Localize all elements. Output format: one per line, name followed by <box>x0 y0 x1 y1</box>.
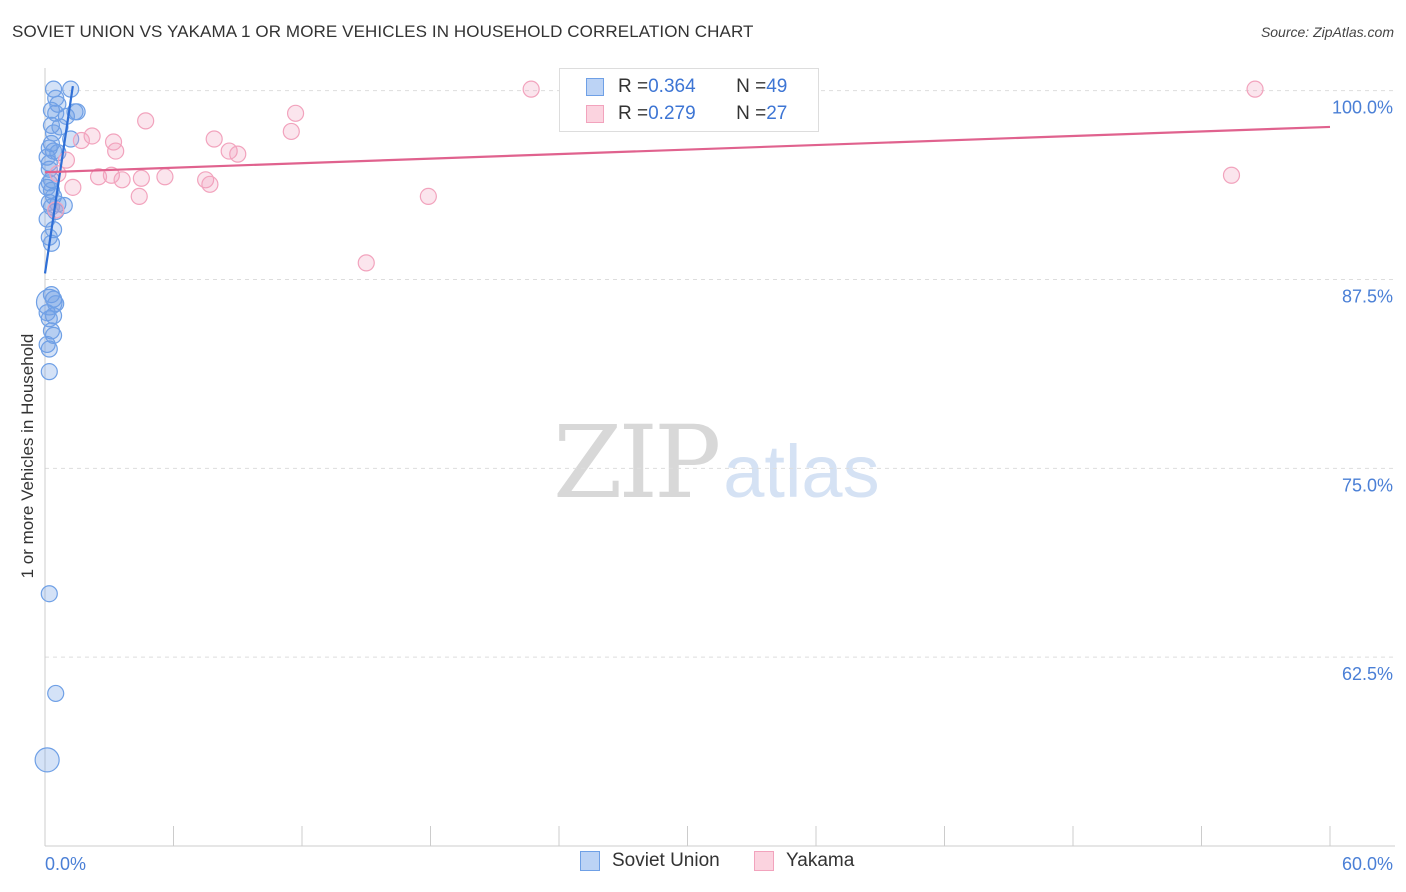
yakama-point <box>201 175 219 193</box>
legend-r-label: R = <box>618 76 649 97</box>
soviet-union-point <box>68 103 86 121</box>
stats-legend: R = 0.364 N = 49 R = 0.279 N = 27 <box>559 68 819 132</box>
legend-swatch-blue <box>580 851 600 871</box>
yakama-point <box>132 169 150 187</box>
yakama-point <box>83 127 101 145</box>
yakama-trend-line <box>44 125 1331 174</box>
legend-label: Yakama <box>786 850 855 871</box>
soviet-union-point <box>42 134 61 153</box>
soviet-union-point <box>40 340 58 358</box>
yakama-point <box>357 254 375 272</box>
yakama-point <box>130 187 148 206</box>
soviet-union-trend-line <box>43 85 74 274</box>
yakama-point <box>282 122 300 141</box>
legend-row-soviet-union: R = 0.364 N = 49 <box>586 74 787 100</box>
soviet-union-point <box>38 210 56 228</box>
x-tick-label: 60.0% <box>1342 854 1393 874</box>
legend-item-soviet-union[interactable]: Soviet Union <box>580 850 720 872</box>
y-tick-label: 75.0% <box>1342 475 1393 495</box>
yakama-point <box>286 104 305 122</box>
legend-n-value: 49 <box>766 76 788 97</box>
yakama-point <box>156 168 174 186</box>
legend-n-label: N = <box>736 103 767 124</box>
data-points <box>34 80 1264 773</box>
soviet-union-point <box>34 747 60 773</box>
axes <box>44 68 1395 847</box>
yakama-point <box>1222 166 1241 184</box>
soviet-union-point <box>40 174 58 192</box>
source-label: Source: ZipAtlas.com <box>1260 24 1394 40</box>
watermark-zip: ZIP <box>553 404 721 521</box>
legend-item-yakama[interactable]: Yakama <box>754 850 854 872</box>
legend-n-label: N = <box>736 76 767 97</box>
yakama-point <box>419 187 437 206</box>
yakama-point <box>102 166 120 184</box>
legend-row-yakama: R = 0.279 N = 27 <box>586 101 787 127</box>
soviet-union-point <box>51 118 69 136</box>
legend-r-label: R = <box>618 103 649 124</box>
yakama-point <box>72 131 91 150</box>
legend-swatch-pink <box>754 851 774 871</box>
watermark: ZIPatlas <box>553 404 880 521</box>
yakama-point <box>229 145 247 163</box>
soviet-union-point <box>44 326 63 344</box>
x-tick-labels: 0.0% 60.0% <box>45 854 1393 874</box>
y-tick-labels: 100.0% 87.5% 75.0% 62.5% <box>1332 98 1393 685</box>
soviet-union-point <box>40 585 58 603</box>
grid-lines <box>45 90 1395 658</box>
yakama-point <box>107 142 125 160</box>
legend-swatch-pink <box>586 105 604 123</box>
legend-r-value: 0.279 <box>648 103 696 124</box>
legend-swatch-blue <box>586 78 604 96</box>
y-tick-label: 87.5% <box>1342 286 1393 306</box>
yakama-point <box>49 165 67 183</box>
soviet-union-point <box>62 130 80 148</box>
yakama-point <box>113 171 131 189</box>
legend-label: Soviet Union <box>612 850 720 871</box>
yakama-point <box>1246 80 1264 98</box>
legend-r-value: 0.364 <box>648 76 696 97</box>
y-tick-label: 62.5% <box>1342 664 1393 684</box>
legend-n-value: 27 <box>766 103 788 124</box>
y-tick-label: 100.0% <box>1332 98 1393 118</box>
yakama-point <box>522 80 540 98</box>
soviet-union-point <box>55 196 73 215</box>
yakama-point <box>64 178 82 196</box>
yakama-point <box>89 168 108 186</box>
watermark-atlas: atlas <box>723 430 880 513</box>
chart-title: SOVIET UNION VS YAKAMA 1 OR MORE VEHICLE… <box>12 22 754 41</box>
soviet-union-point <box>40 363 58 381</box>
series-legend: Soviet Union Yakama <box>0 850 1406 878</box>
x-tick-label: 0.0% <box>45 854 86 874</box>
yakama-point <box>137 112 155 130</box>
yakama-point <box>205 130 223 148</box>
trend-lines <box>43 85 1331 274</box>
soviet-union-point <box>47 684 65 703</box>
